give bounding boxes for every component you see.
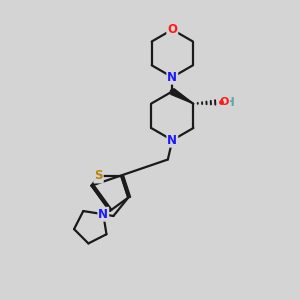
Text: O: O — [220, 97, 229, 107]
Text: N: N — [167, 71, 177, 84]
Text: O: O — [167, 23, 177, 36]
Polygon shape — [171, 88, 194, 104]
Text: H: H — [225, 96, 235, 109]
Text: N: N — [167, 134, 177, 147]
Text: S: S — [94, 169, 103, 182]
Text: N: N — [98, 208, 108, 221]
